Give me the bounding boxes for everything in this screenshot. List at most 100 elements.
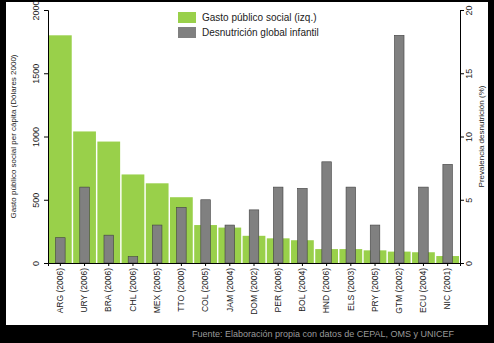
y-tick-label: 0	[31, 261, 41, 266]
malnutrition-bar	[298, 188, 308, 263]
malnutrition-bar	[80, 187, 90, 263]
legend-box	[174, 9, 324, 43]
malnutrition-bar	[128, 257, 138, 263]
x-tick-mark	[447, 263, 448, 266]
x-tick-mark	[375, 263, 376, 266]
x-tick-label: ECU (2004)	[418, 268, 428, 313]
x-tick-label: ELS (2003)	[346, 268, 356, 311]
x-tick-mark	[181, 263, 182, 266]
x-tick-mark	[278, 263, 279, 266]
spending-bar	[73, 131, 96, 263]
tick: ARG (2006)	[55, 263, 65, 313]
axis-line	[49, 264, 461, 267]
tick: GTM (2002)	[394, 263, 404, 314]
y-tick-label: 1000	[31, 127, 41, 147]
malnutrition-bar	[273, 187, 283, 263]
tick: 15	[460, 69, 474, 79]
tick: PRY (2005)	[370, 263, 380, 312]
x-tick-mark	[157, 263, 158, 266]
y2-tick-label: 5	[464, 198, 474, 203]
x-tick-label: URY (2006)	[79, 268, 89, 313]
x-tick-mark	[254, 263, 255, 266]
legend-swatch	[178, 12, 196, 23]
axis-line	[44, 11, 49, 264]
tick: 500	[31, 193, 48, 208]
tick: CHL (2006)	[128, 263, 138, 312]
x-tick-mark	[399, 263, 400, 266]
tick: 0	[31, 261, 48, 266]
malnutrition-bar	[104, 235, 114, 263]
spending-bar	[146, 183, 169, 263]
y-tick-mark	[44, 263, 48, 264]
tick: 20	[460, 5, 474, 15]
x-tick-mark	[350, 263, 351, 266]
tick: 2000	[31, 0, 48, 20]
malnutrition-bar	[443, 164, 453, 263]
legend: Gasto público social (izq.) Desnutrición …	[174, 9, 324, 43]
tick: NIC (2001)	[442, 263, 452, 310]
malnutrition-bar	[201, 200, 211, 263]
tick: HND (2006)	[321, 263, 331, 313]
y-tick-mark	[44, 200, 48, 201]
malnutrition-bar	[56, 238, 66, 263]
spending-bar	[97, 142, 120, 263]
x-tick-mark	[108, 263, 109, 266]
x-tick-label: JAM (2004)	[225, 268, 235, 312]
y2-tick-label: 10	[464, 132, 474, 142]
x-axis: ARG (2006) URY (2006) BRA (2006) CHL (2006)…	[49, 263, 461, 315]
tick: MEX (2005)	[152, 263, 162, 313]
x-tick-label: BRA (2006)	[103, 268, 113, 312]
y-tick-label: 1500	[31, 64, 41, 84]
malnutrition-bar	[419, 187, 429, 263]
x-tick-label: COL (2005)	[200, 268, 210, 312]
chart: 0 500 1000 1500 2000 0 5 10 15 20 ARG (2006) URY (2…	[0, 0, 494, 343]
legend-item: Gasto público social (izq.)	[178, 12, 317, 23]
malnutrition-bar	[346, 187, 356, 263]
y-tick-label: 2000	[31, 0, 41, 20]
tick: 10	[460, 132, 474, 142]
x-tick-mark	[302, 263, 303, 266]
plot-area	[49, 35, 459, 263]
x-tick-label: CHL (2006)	[128, 268, 138, 312]
tick: BOL (2004)	[297, 263, 307, 312]
x-tick-mark	[423, 263, 424, 266]
tick: 1500	[31, 64, 48, 84]
x-tick-label: TTO (2000)	[176, 268, 186, 312]
y-tick-label: 500	[31, 193, 41, 208]
y2-tick-label: 15	[464, 69, 474, 79]
y2-tick-label: 20	[464, 5, 474, 15]
x-tick-mark	[132, 263, 133, 266]
y2-axis: 0 5 10 15 20	[460, 5, 474, 266]
tick: 0	[460, 261, 474, 266]
legend-swatch	[178, 27, 196, 38]
y-tick-mark	[44, 10, 48, 11]
tick: URY (2006)	[79, 263, 89, 313]
malnutrition-bar	[152, 225, 162, 263]
tick: TTO (2000)	[176, 263, 186, 312]
tick: 1000	[31, 127, 48, 147]
x-tick-label: NIC (2001)	[442, 268, 452, 310]
malnutrition-bar	[225, 225, 235, 263]
spending-bar	[122, 174, 145, 263]
x-tick-label: PRY (2005)	[370, 268, 380, 312]
x-tick-label: BOL (2004)	[297, 268, 307, 312]
y-tick-mark	[44, 73, 48, 74]
legend-label: Gasto público social (izq.)	[202, 12, 317, 23]
tick: PER (2006)	[273, 263, 283, 312]
legend-item: Desnutrición global infantil	[178, 27, 319, 38]
y2-tick-label: 0	[464, 261, 474, 266]
tick: JAM (2004)	[225, 263, 235, 312]
malnutrition-bar	[177, 207, 187, 263]
tick: BRA (2006)	[103, 263, 113, 312]
x-tick-label: GTM (2002)	[394, 268, 404, 314]
x-tick-label: ARG (2006)	[55, 268, 65, 314]
tick: ELS (2003)	[346, 263, 356, 311]
x-tick-mark	[229, 263, 230, 266]
x-tick-mark	[205, 263, 206, 266]
tick: COL (2005)	[200, 263, 210, 312]
y-tick-mark	[44, 137, 48, 138]
spending-bar	[49, 35, 72, 263]
x-tick-mark	[60, 263, 61, 266]
x-tick-label: PER (2006)	[273, 268, 283, 313]
x-tick-mark	[84, 263, 85, 266]
